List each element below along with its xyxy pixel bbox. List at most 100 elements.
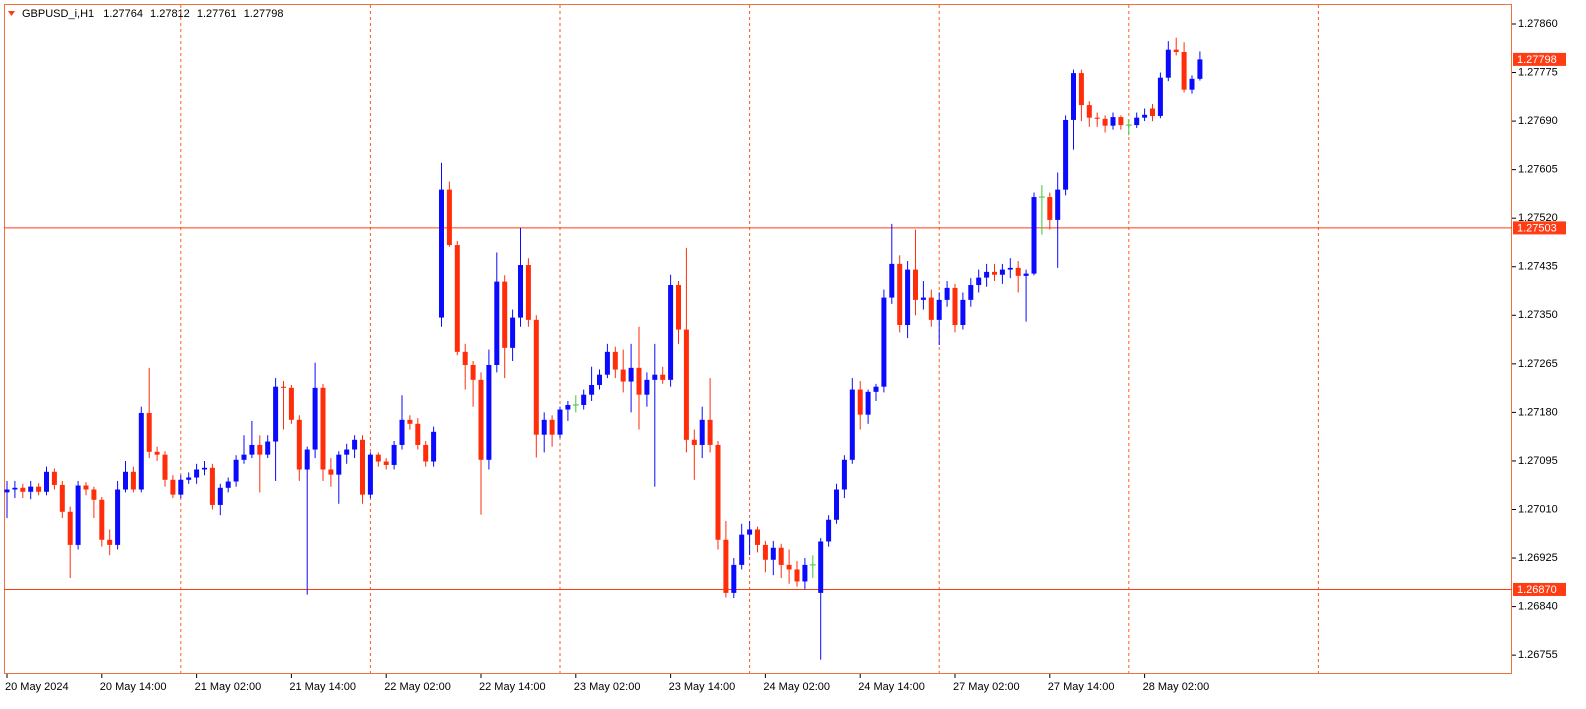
y-tick-label: 1.27520	[1518, 212, 1558, 224]
candle-body	[312, 387, 318, 450]
header-close: 1.27798	[244, 8, 284, 20]
candle-body	[83, 485, 89, 490]
candle-body	[770, 547, 776, 560]
candle-body	[928, 297, 934, 320]
x-tick-label: 20 May 14:00	[100, 681, 167, 693]
y-tick-label: 1.26755	[1518, 649, 1558, 661]
candle-body	[834, 489, 839, 520]
x-tick-label: 21 May 14:00	[289, 681, 356, 693]
candle-body	[952, 287, 958, 326]
candle-body	[146, 412, 152, 452]
candle-body	[802, 564, 808, 582]
candle-body	[304, 449, 310, 470]
candle-body	[454, 245, 460, 352]
candle-body	[731, 564, 737, 593]
candle-body	[747, 529, 753, 535]
candle-body	[841, 459, 847, 490]
candle-body	[1063, 119, 1069, 190]
candle-body	[1142, 114, 1148, 118]
candle-body	[439, 189, 444, 318]
candle-body	[604, 351, 610, 375]
candle-body	[225, 481, 231, 488]
candle-body	[194, 469, 200, 478]
candle-body	[936, 299, 942, 320]
hline-price-label-box	[1513, 582, 1566, 596]
x-tick-label: 20 May 2024	[5, 681, 69, 693]
candle-body	[739, 534, 745, 565]
candle-body	[597, 374, 602, 385]
candle-body	[999, 269, 1005, 275]
candle-body	[265, 441, 271, 455]
candle-body	[913, 269, 918, 300]
candle-body	[59, 484, 65, 512]
candle-body	[186, 477, 192, 480]
candle-body	[352, 439, 358, 450]
y-tick-label: 1.27435	[1518, 261, 1558, 273]
candle-body	[518, 265, 523, 318]
candle-body	[44, 471, 49, 492]
candle-body	[984, 271, 990, 278]
candle-body	[1173, 49, 1179, 52]
candle-body	[557, 409, 563, 435]
candle-body	[383, 461, 389, 465]
candle-body	[857, 389, 863, 415]
candle-body	[217, 487, 223, 505]
candle-body	[889, 263, 895, 298]
candle-body	[391, 444, 397, 465]
header-high: 1.27812	[150, 8, 190, 20]
x-tick-label: 22 May 14:00	[479, 681, 546, 693]
candle-body	[28, 486, 34, 492]
candle-body	[407, 419, 413, 424]
candle-body	[4, 489, 10, 493]
candle-body	[502, 281, 508, 348]
candle-body	[1134, 117, 1140, 126]
candle-body	[897, 263, 903, 326]
x-tick-label: 21 May 02:00	[195, 681, 262, 693]
candle-body	[992, 271, 997, 275]
candle-body	[162, 454, 168, 480]
candle-body	[818, 541, 824, 593]
candle-body	[762, 544, 768, 560]
candle-body	[1047, 197, 1053, 220]
candle-body	[375, 454, 381, 462]
candle-body	[652, 374, 658, 380]
hline-price-label: 1.26870	[1517, 584, 1557, 596]
candle-body	[178, 479, 184, 495]
candle-body	[202, 467, 207, 470]
candle-body	[660, 374, 666, 380]
collapse-arrow[interactable]	[8, 11, 15, 16]
bid-price-label: 1.27798	[1517, 54, 1557, 66]
candle-body	[723, 539, 729, 593]
candle-body	[99, 499, 105, 540]
y-tick-label: 1.26840	[1518, 601, 1558, 613]
plot-frame	[4, 4, 1512, 674]
candle-body	[1055, 189, 1061, 220]
candle-body	[399, 419, 405, 445]
hline-price-label-box	[1513, 221, 1566, 235]
y-tick-label: 1.27010	[1518, 503, 1558, 515]
chart-header: GBPUSD_i,H1 1.27764 1.27812 1.27761 1.27…	[22, 8, 283, 20]
candle-body	[154, 451, 160, 455]
candle-body	[826, 519, 832, 542]
candle-body	[75, 485, 81, 545]
candle-body	[486, 364, 492, 460]
candle-body	[1023, 273, 1029, 276]
candle-body	[1031, 197, 1037, 274]
y-tick-label: 1.27690	[1518, 115, 1558, 127]
x-tick-label: 24 May 02:00	[763, 681, 830, 693]
candle-body	[676, 285, 681, 330]
candle-body	[589, 384, 595, 395]
candle-body	[1102, 118, 1108, 126]
candle-body	[699, 419, 705, 445]
candle-body	[549, 419, 555, 435]
candle-body	[1150, 108, 1155, 116]
y-tick-label: 1.27180	[1518, 406, 1558, 418]
candle-body	[170, 479, 176, 495]
candle-body	[233, 459, 239, 482]
candle-body	[51, 471, 57, 485]
x-tick-label: 27 May 02:00	[953, 681, 1020, 693]
candle-body	[960, 299, 966, 326]
candle-body	[296, 419, 302, 470]
